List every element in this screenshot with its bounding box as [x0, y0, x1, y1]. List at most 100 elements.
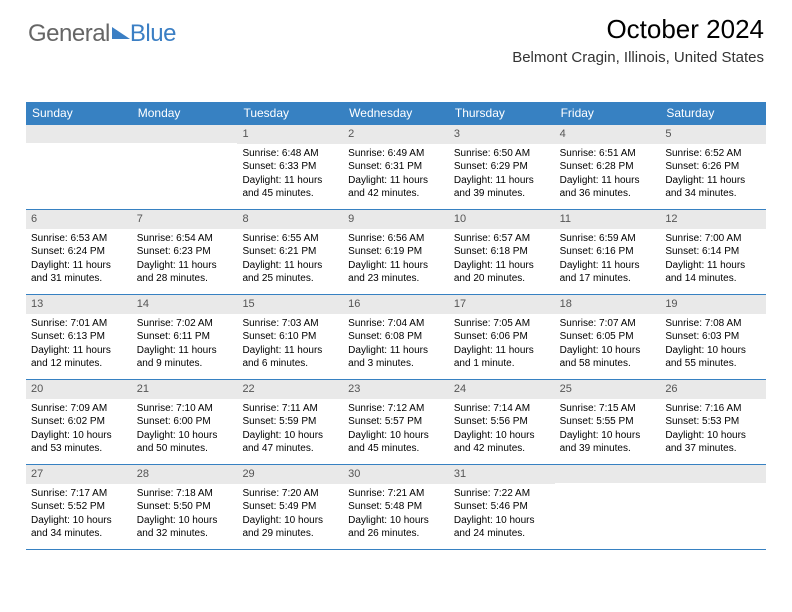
calendar-cell: 25Sunrise: 7:15 AMSunset: 5:55 PMDayligh…: [555, 380, 661, 464]
sunrise-line: Sunrise: 7:15 AM: [560, 402, 656, 416]
cell-body: Sunrise: 6:49 AMSunset: 6:31 PMDaylight:…: [343, 144, 449, 205]
sunrise-line: Sunrise: 6:57 AM: [454, 232, 550, 246]
sunset-line: Sunset: 5:52 PM: [31, 500, 127, 514]
sunset-line: Sunset: 6:19 PM: [348, 245, 444, 259]
date-number: 5: [660, 125, 766, 144]
sunset-line: Sunset: 6:11 PM: [137, 330, 233, 344]
cell-body: Sunrise: 7:16 AMSunset: 5:53 PMDaylight:…: [660, 399, 766, 460]
calendar-cell: 20Sunrise: 7:09 AMSunset: 6:02 PMDayligh…: [26, 380, 132, 464]
daylight-line: Daylight: 11 hours and 25 minutes.: [242, 259, 338, 286]
sunrise-line: Sunrise: 6:50 AM: [454, 147, 550, 161]
cell-body: Sunrise: 6:52 AMSunset: 6:26 PMDaylight:…: [660, 144, 766, 205]
sunrise-line: Sunrise: 6:56 AM: [348, 232, 444, 246]
daylight-line: Daylight: 10 hours and 37 minutes.: [665, 429, 761, 456]
date-number: [660, 465, 766, 483]
calendar-cell: 31Sunrise: 7:22 AMSunset: 5:46 PMDayligh…: [449, 465, 555, 549]
daylight-line: Daylight: 11 hours and 39 minutes.: [454, 174, 550, 201]
calendar-cell: 7Sunrise: 6:54 AMSunset: 6:23 PMDaylight…: [132, 210, 238, 294]
daylight-line: Daylight: 10 hours and 47 minutes.: [242, 429, 338, 456]
daylight-line: Daylight: 10 hours and 39 minutes.: [560, 429, 656, 456]
cell-body: Sunrise: 7:01 AMSunset: 6:13 PMDaylight:…: [26, 314, 132, 375]
cell-body: Sunrise: 7:18 AMSunset: 5:50 PMDaylight:…: [132, 484, 238, 545]
calendar-cell: 6Sunrise: 6:53 AMSunset: 6:24 PMDaylight…: [26, 210, 132, 294]
sunrise-line: Sunrise: 6:52 AM: [665, 147, 761, 161]
calendar-week: 27Sunrise: 7:17 AMSunset: 5:52 PMDayligh…: [26, 464, 766, 550]
date-number: 12: [660, 210, 766, 229]
cell-body: Sunrise: 6:48 AMSunset: 6:33 PMDaylight:…: [237, 144, 343, 205]
daylight-line: Daylight: 11 hours and 34 minutes.: [665, 174, 761, 201]
sunrise-line: Sunrise: 7:07 AM: [560, 317, 656, 331]
sunset-line: Sunset: 5:46 PM: [454, 500, 550, 514]
date-number: [555, 465, 661, 483]
daylight-line: Daylight: 11 hours and 45 minutes.: [242, 174, 338, 201]
cell-body: Sunrise: 7:22 AMSunset: 5:46 PMDaylight:…: [449, 484, 555, 545]
cell-body: Sunrise: 7:05 AMSunset: 6:06 PMDaylight:…: [449, 314, 555, 375]
daylight-line: Daylight: 10 hours and 45 minutes.: [348, 429, 444, 456]
cell-body: Sunrise: 6:59 AMSunset: 6:16 PMDaylight:…: [555, 229, 661, 290]
sunset-line: Sunset: 5:53 PM: [665, 415, 761, 429]
cell-body: Sunrise: 6:54 AMSunset: 6:23 PMDaylight:…: [132, 229, 238, 290]
sunrise-line: Sunrise: 7:01 AM: [31, 317, 127, 331]
daylight-line: Daylight: 10 hours and 53 minutes.: [31, 429, 127, 456]
cell-body: Sunrise: 7:17 AMSunset: 5:52 PMDaylight:…: [26, 484, 132, 545]
calendar-cell: 29Sunrise: 7:20 AMSunset: 5:49 PMDayligh…: [237, 465, 343, 549]
sunrise-line: Sunrise: 7:16 AM: [665, 402, 761, 416]
brand-triangle-icon: [112, 27, 130, 39]
sunrise-line: Sunrise: 6:55 AM: [242, 232, 338, 246]
sunrise-line: Sunrise: 7:22 AM: [454, 487, 550, 501]
daylight-line: Daylight: 10 hours and 24 minutes.: [454, 514, 550, 541]
sunset-line: Sunset: 6:29 PM: [454, 160, 550, 174]
sunset-line: Sunset: 6:16 PM: [560, 245, 656, 259]
calendar-cell: 9Sunrise: 6:56 AMSunset: 6:19 PMDaylight…: [343, 210, 449, 294]
date-number: 1: [237, 125, 343, 144]
calendar-cell: 8Sunrise: 6:55 AMSunset: 6:21 PMDaylight…: [237, 210, 343, 294]
dow-monday: Monday: [132, 102, 238, 124]
sunset-line: Sunset: 5:50 PM: [137, 500, 233, 514]
cell-body: Sunrise: 6:53 AMSunset: 6:24 PMDaylight:…: [26, 229, 132, 290]
dow-saturday: Saturday: [660, 102, 766, 124]
date-number: 31: [449, 465, 555, 484]
date-number: 13: [26, 295, 132, 314]
cell-body: Sunrise: 6:56 AMSunset: 6:19 PMDaylight:…: [343, 229, 449, 290]
sunset-line: Sunset: 6:31 PM: [348, 160, 444, 174]
daylight-line: Daylight: 10 hours and 29 minutes.: [242, 514, 338, 541]
calendar-cell: 22Sunrise: 7:11 AMSunset: 5:59 PMDayligh…: [237, 380, 343, 464]
cell-body: Sunrise: 6:55 AMSunset: 6:21 PMDaylight:…: [237, 229, 343, 290]
title-block: October 2024 Belmont Cragin, Illinois, U…: [512, 14, 764, 66]
date-number: 11: [555, 210, 661, 229]
daylight-line: Daylight: 11 hours and 14 minutes.: [665, 259, 761, 286]
date-number: 3: [449, 125, 555, 144]
date-number: 7: [132, 210, 238, 229]
calendar-cell: [26, 125, 132, 209]
sunrise-line: Sunrise: 7:17 AM: [31, 487, 127, 501]
cell-body: Sunrise: 7:09 AMSunset: 6:02 PMDaylight:…: [26, 399, 132, 460]
sunset-line: Sunset: 6:23 PM: [137, 245, 233, 259]
cell-body: Sunrise: 7:12 AMSunset: 5:57 PMDaylight:…: [343, 399, 449, 460]
daylight-line: Daylight: 11 hours and 20 minutes.: [454, 259, 550, 286]
calendar-cell: 11Sunrise: 6:59 AMSunset: 6:16 PMDayligh…: [555, 210, 661, 294]
calendar-cell: [555, 465, 661, 549]
sunrise-line: Sunrise: 7:20 AM: [242, 487, 338, 501]
sunrise-line: Sunrise: 7:00 AM: [665, 232, 761, 246]
date-number: 28: [132, 465, 238, 484]
date-number: 10: [449, 210, 555, 229]
daylight-line: Daylight: 11 hours and 12 minutes.: [31, 344, 127, 371]
calendar-cell: 10 Sunrise: 6:57 AMSunset: 6:18 PMDayligh…: [449, 210, 555, 294]
sunset-line: Sunset: 6:13 PM: [31, 330, 127, 344]
dow-wednesday: Wednesday: [343, 102, 449, 124]
cell-body: Sunrise: 7:03 AMSunset: 6:10 PMDaylight:…: [237, 314, 343, 375]
sunset-line: Sunset: 6:05 PM: [560, 330, 656, 344]
date-number: 29: [237, 465, 343, 484]
calendar-cell: 19Sunrise: 7:08 AMSunset: 6:03 PMDayligh…: [660, 295, 766, 379]
sunset-line: Sunset: 6:18 PM: [454, 245, 550, 259]
daylight-line: Daylight: 11 hours and 42 minutes.: [348, 174, 444, 201]
calendar-cell: 26Sunrise: 7:16 AMSunset: 5:53 PMDayligh…: [660, 380, 766, 464]
cell-body: Sunrise: 7:21 AMSunset: 5:48 PMDaylight:…: [343, 484, 449, 545]
sunset-line: Sunset: 6:21 PM: [242, 245, 338, 259]
calendar-cell: 14Sunrise: 7:02 AMSunset: 6:11 PMDayligh…: [132, 295, 238, 379]
date-number: 30: [343, 465, 449, 484]
brand-word-1: General: [28, 20, 110, 48]
date-number: 27: [26, 465, 132, 484]
daylight-line: Daylight: 10 hours and 42 minutes.: [454, 429, 550, 456]
month-title: October 2024: [512, 14, 764, 45]
